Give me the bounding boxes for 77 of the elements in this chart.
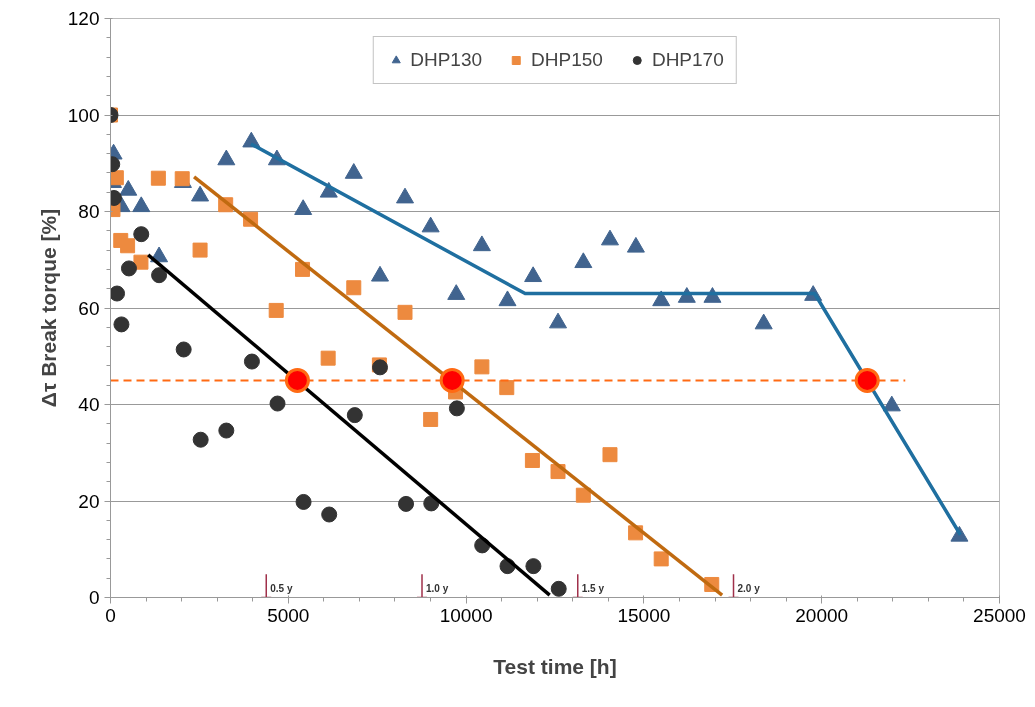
x-tick-label: 0 — [105, 604, 116, 626]
y-tick-label: 60 — [78, 297, 100, 319]
point — [754, 313, 773, 330]
point — [192, 431, 209, 448]
point — [525, 558, 542, 575]
y-tick-label: 120 — [67, 8, 100, 29]
x-tick-label: 10000 — [439, 604, 493, 626]
point — [396, 187, 415, 204]
point — [151, 267, 168, 284]
point — [854, 367, 880, 393]
point — [498, 290, 517, 307]
point — [346, 407, 363, 424]
point — [192, 242, 208, 258]
point — [243, 353, 260, 370]
point — [524, 452, 540, 468]
point — [113, 316, 130, 333]
legend-label: DHP170 — [651, 49, 724, 71]
legend-label: DHP130 — [410, 49, 483, 71]
point — [133, 254, 149, 270]
point — [119, 179, 138, 196]
point — [602, 447, 618, 463]
point — [447, 284, 466, 300]
point — [439, 367, 465, 393]
point — [175, 341, 192, 358]
x-tick-label: 20000 — [795, 604, 849, 626]
point — [398, 495, 415, 512]
point — [218, 422, 235, 439]
point — [421, 216, 440, 233]
point — [321, 506, 338, 523]
ref-line-label: 1.0 y — [426, 582, 449, 594]
point — [217, 149, 236, 166]
point — [284, 367, 310, 393]
point — [882, 395, 901, 412]
point — [653, 551, 669, 567]
point — [474, 359, 490, 375]
point — [524, 266, 543, 283]
ref-line-label: 2.0 y — [737, 582, 761, 594]
point — [150, 170, 166, 186]
point — [110, 285, 126, 302]
point — [575, 487, 591, 503]
point — [574, 252, 593, 269]
ref-line-label: 1.5 y — [581, 582, 605, 594]
point — [344, 163, 363, 179]
point — [132, 196, 151, 213]
point — [295, 493, 312, 510]
point — [652, 290, 671, 307]
ref-line-label: 0.5 y — [270, 582, 293, 594]
point — [549, 312, 568, 329]
point — [269, 395, 286, 412]
x-axis-title: Test time [h] — [493, 654, 617, 678]
point — [346, 280, 362, 296]
point — [120, 238, 136, 254]
point — [320, 350, 336, 366]
point — [397, 304, 413, 320]
point — [191, 185, 210, 202]
point — [120, 260, 137, 277]
x-tick-label: 15000 — [617, 604, 671, 626]
point — [550, 580, 567, 597]
y-tick-label: 0 — [88, 587, 100, 608]
y-tick-label: 100 — [67, 104, 100, 126]
point — [268, 302, 284, 318]
y-tick-label: 40 — [78, 394, 100, 415]
point — [423, 411, 439, 427]
point — [371, 265, 390, 282]
point — [472, 235, 491, 252]
point — [448, 400, 465, 417]
point — [133, 226, 150, 243]
point — [600, 229, 619, 246]
point — [499, 380, 515, 396]
y-tick-label: 20 — [78, 490, 100, 512]
point — [626, 236, 645, 253]
legend-label: DHP150 — [531, 49, 603, 71]
x-tick-label: 25000 — [973, 604, 1026, 626]
point — [294, 199, 313, 215]
x-tick-label: 5000 — [267, 604, 310, 626]
y-axis-title: Δτ Break torque [%] — [36, 208, 60, 408]
y-tick-label: 80 — [78, 201, 100, 222]
